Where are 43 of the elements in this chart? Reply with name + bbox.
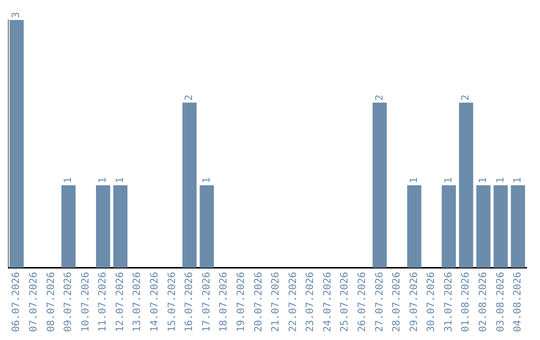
x-tick-label: 24.07.2026: [322, 272, 334, 332]
x-tick-label: 23.07.2026: [305, 272, 316, 332]
x-tick-label: 02.08.2026: [478, 272, 489, 332]
x-tick-label: 20.07.2026: [253, 272, 264, 332]
data-label: 2: [460, 94, 472, 101]
x-tick-label: 09.07.2026: [63, 272, 74, 332]
data-label: 1: [98, 177, 109, 184]
data-label: 1: [408, 177, 420, 184]
x-tick-label: 22.07.2026: [288, 272, 299, 332]
x-tick-label: 30.07.2026: [426, 272, 438, 332]
x-tick-label: 29.07.2026: [408, 272, 420, 332]
data-label: 2: [374, 94, 386, 101]
x-tick-label: 16.07.2026: [184, 272, 196, 332]
x-tick-label: 18.07.2026: [218, 272, 230, 332]
data-label: 1: [114, 177, 126, 184]
x-tick-label: 21.07.2026: [270, 272, 282, 332]
x-tick-label: 03.08.2026: [495, 272, 506, 332]
x-tick-label: 17.07.2026: [201, 272, 212, 332]
data-label: 1: [63, 177, 74, 184]
x-tick-label: 13.07.2026: [132, 272, 144, 332]
data-label: 1: [478, 177, 489, 184]
x-tick-label: 19.07.2026: [236, 272, 247, 332]
x-tick-label: 04.08.2026: [512, 272, 524, 332]
x-tick-label: 07.07.2026: [28, 272, 40, 332]
data-label: 1: [201, 177, 212, 184]
x-tick-label: 27.07.2026: [374, 272, 386, 332]
data-label: 1: [495, 177, 506, 184]
x-tick-label: 15.07.2026: [166, 272, 178, 332]
x-tick-label: 14.07.2026: [150, 272, 161, 332]
x-tick-label: 01.08.2026: [460, 272, 472, 332]
x-tick-label: 11.07.2026: [98, 272, 109, 332]
x-tick-label: 26.07.2026: [356, 272, 368, 332]
data-label: 2: [184, 94, 196, 101]
data-label: 1: [512, 177, 524, 184]
x-tick-label: 10.07.2026: [80, 272, 92, 332]
x-tick-label: 12.07.2026: [114, 272, 126, 332]
x-tick-label: 31.07.2026: [443, 272, 454, 332]
x-tick-label: 08.07.2026: [46, 272, 57, 332]
x-tick-label: 25.07.2026: [340, 272, 351, 332]
x-tick-label: 06.07.2026: [11, 272, 22, 332]
x-tick-label: 28.07.2026: [392, 272, 403, 332]
data-label: 1: [443, 177, 454, 184]
data-label: 3: [11, 12, 22, 18]
